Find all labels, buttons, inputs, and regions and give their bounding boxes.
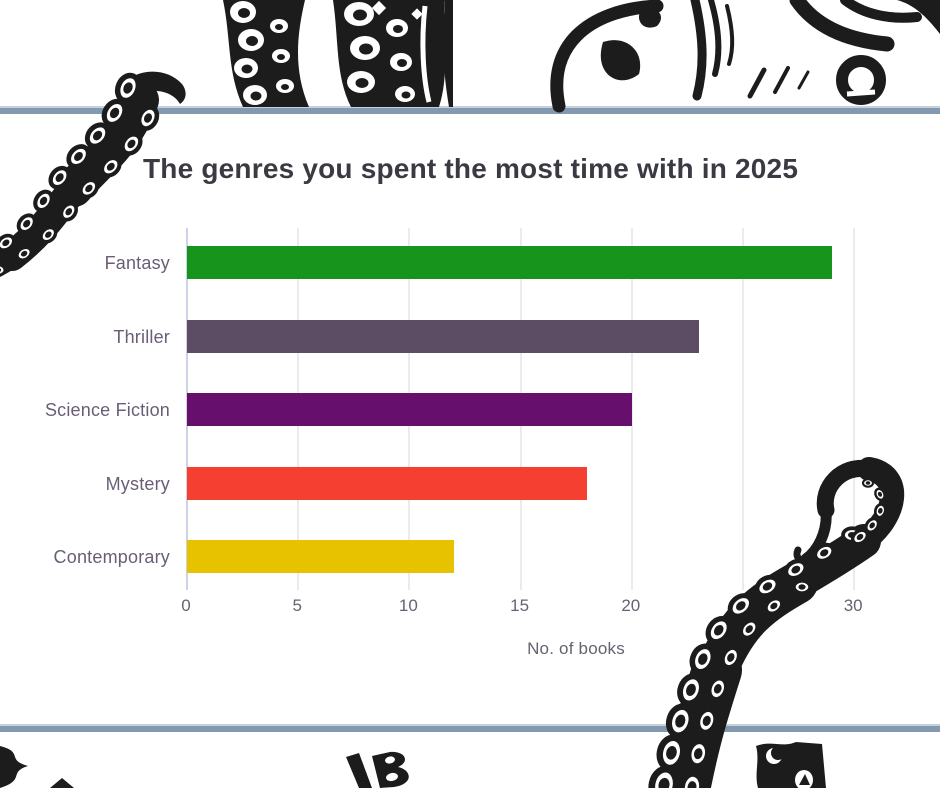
tentacle-sucker <box>66 144 91 169</box>
tentacle-sucker <box>677 673 705 707</box>
category-label-science-fiction: Science Fiction <box>44 400 170 421</box>
top-divider <box>0 106 940 114</box>
tentacle-sucker <box>656 734 687 772</box>
x-axis-label: No. of books <box>527 639 625 658</box>
tentacle-sucker <box>813 542 836 563</box>
tentacle-sucker <box>39 225 58 244</box>
octopus-tentacle-left-icon <box>0 71 186 278</box>
category-label-fantasy: Fantasy <box>104 253 170 273</box>
octopus-tentacles-top-center-icon <box>223 0 453 107</box>
tentacle-sucker <box>99 155 122 178</box>
category-label-mystery: Mystery <box>105 473 170 494</box>
tentacle-sucker <box>78 178 99 199</box>
tentacle-sucker <box>59 201 78 222</box>
x-tick-label-30: 30 <box>843 596 863 615</box>
tentacle-sucker <box>84 122 111 149</box>
tentacle-sucker <box>864 517 880 534</box>
tentacle-sucker <box>665 703 695 739</box>
category-label-contemporary: Contemporary <box>53 547 170 568</box>
creature-glyph-bottom-right-icon <box>756 742 826 788</box>
tentacle-sucker <box>48 165 71 190</box>
tentacle-sucker <box>764 596 784 616</box>
x-tick-label-0: 0 <box>181 596 191 615</box>
tentacle-sucker <box>851 528 869 546</box>
letter-b-glyph-bottom-center-icon <box>346 751 409 788</box>
chart-title: The genres you spent the most time with … <box>143 153 799 184</box>
gridline-30 <box>853 228 856 590</box>
bar-mystery <box>187 466 588 500</box>
tentacle-sucker <box>15 245 33 262</box>
tentacle-sucker <box>101 98 128 128</box>
tentacle-sucker <box>689 643 717 675</box>
tentacle-sucker <box>0 263 7 277</box>
tentacle-sucker <box>706 675 729 702</box>
tentacle-sucker <box>861 478 875 488</box>
torn-glyph-bottom-left-icon <box>0 746 74 788</box>
tentacle-sucker <box>695 707 719 735</box>
bar-thriller <box>187 319 699 353</box>
tentacle-sucker <box>792 579 812 595</box>
tentacle-sucker <box>114 72 142 104</box>
tentacle-sucker <box>874 487 886 502</box>
gridline-25 <box>742 228 744 590</box>
bar-fantasy <box>187 246 832 279</box>
x-tick-label-20: 20 <box>621 596 641 615</box>
kraken-woodcut-top-right-icon <box>550 0 940 113</box>
tentacle-sucker <box>686 738 711 769</box>
tentacle-sucker <box>739 618 760 640</box>
bar-contemporary <box>187 540 454 574</box>
x-tick-label-5: 5 <box>292 596 302 615</box>
bottom-divider <box>0 724 940 732</box>
tentacle-sucker <box>679 771 705 788</box>
tentacle-sucker <box>120 132 143 156</box>
gridline-20 <box>630 228 633 590</box>
tentacle-sucker <box>33 189 54 213</box>
bar-science-fiction <box>187 393 632 427</box>
category-label-thriller: Thriller <box>113 326 170 347</box>
tentacle-sucker <box>754 574 781 598</box>
tentacle-sucker <box>16 213 37 234</box>
tentacle-sucker <box>873 503 887 519</box>
tentacle-sucker <box>705 616 732 645</box>
tentacle-sucker <box>136 105 160 131</box>
tentacle-sucker <box>783 558 808 581</box>
octopus-tentacle-bottom-right-icon <box>648 457 905 788</box>
bar-chart-plot-area <box>186 228 886 590</box>
x-tick-label-10: 10 <box>398 596 418 615</box>
tentacle-sucker <box>727 593 754 619</box>
tentacle-sucker <box>0 233 16 252</box>
x-tick-label-15: 15 <box>510 596 530 615</box>
